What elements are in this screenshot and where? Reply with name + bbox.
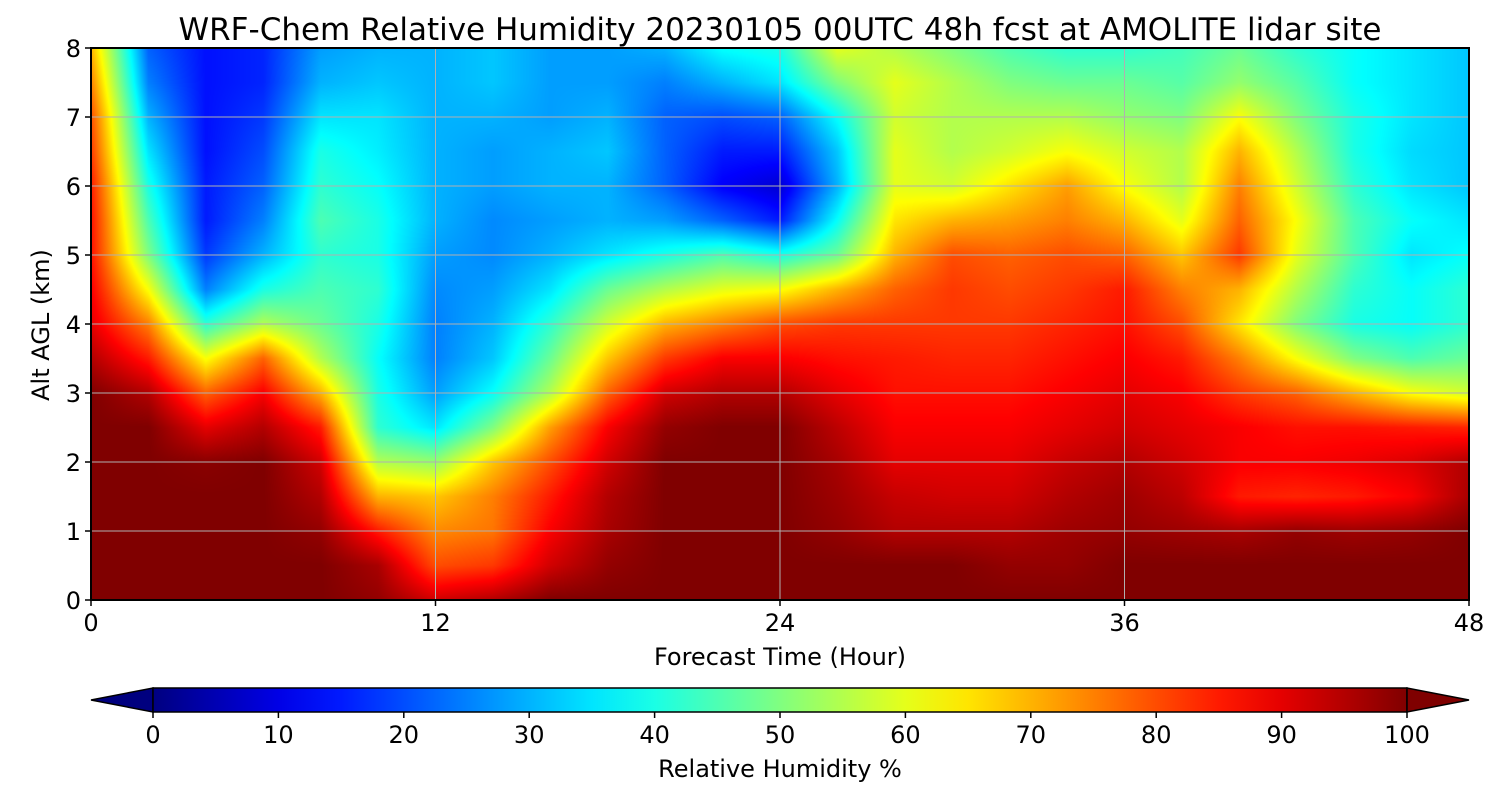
y-tick-label: 3 xyxy=(66,380,81,408)
colorbar-tick-label: 50 xyxy=(765,721,796,749)
colorbar-tick-label: 60 xyxy=(890,721,921,749)
colorbar-tick-label: 20 xyxy=(389,721,420,749)
y-tick-label: 5 xyxy=(66,242,81,270)
x-tick-label: 36 xyxy=(1109,609,1140,637)
x-tick-label: 24 xyxy=(765,609,796,637)
colorbar-ticks: 0 10 20 30 40 50 60 70 80 90 100 xyxy=(145,712,1430,749)
x-axis-ticks: 0 12 24 36 48 xyxy=(83,600,1484,637)
colorbar-tick-label: 90 xyxy=(1266,721,1297,749)
y-tick-label: 2 xyxy=(66,449,81,477)
y-tick-label: 8 xyxy=(66,35,81,63)
y-axis-ticks: 0 1 2 3 4 5 6 7 8 xyxy=(66,35,91,615)
colorbar-tick-label: 40 xyxy=(639,721,670,749)
colorbar-extend-high xyxy=(1406,687,1470,713)
colorbar-ramp xyxy=(152,687,1408,713)
colorbar-label: Relative Humidity % xyxy=(658,755,902,783)
colorbar-extend-low xyxy=(90,687,154,713)
x-tick-label: 12 xyxy=(420,609,451,637)
colorbar-tick-label: 80 xyxy=(1141,721,1172,749)
x-tick-label: 0 xyxy=(83,609,98,637)
colorbar-tick-label: 10 xyxy=(263,721,294,749)
colorbar-tick-label: 0 xyxy=(145,721,160,749)
y-tick-label: 1 xyxy=(66,518,81,546)
chart-title: WRF-Chem Relative Humidity 20230105 00UT… xyxy=(178,12,1381,48)
y-tick-label: 4 xyxy=(66,311,81,339)
colorbar-tick-label: 30 xyxy=(514,721,545,749)
colorbar-tick-label: 70 xyxy=(1016,721,1047,749)
y-tick-label: 6 xyxy=(66,173,81,201)
y-axis-label: Alt AGL (km) xyxy=(27,249,55,401)
colorbar: 0 10 20 30 40 50 60 70 80 90 100 Relative Humidity… xyxy=(90,687,1470,783)
y-tick-label: 7 xyxy=(66,104,81,132)
grid-lines xyxy=(91,48,1469,600)
colorbar-tick-label: 100 xyxy=(1384,721,1430,749)
x-axis-label: Forecast Time (Hour) xyxy=(654,643,906,671)
y-tick-label: 0 xyxy=(66,587,81,615)
x-tick-label: 48 xyxy=(1454,609,1485,637)
